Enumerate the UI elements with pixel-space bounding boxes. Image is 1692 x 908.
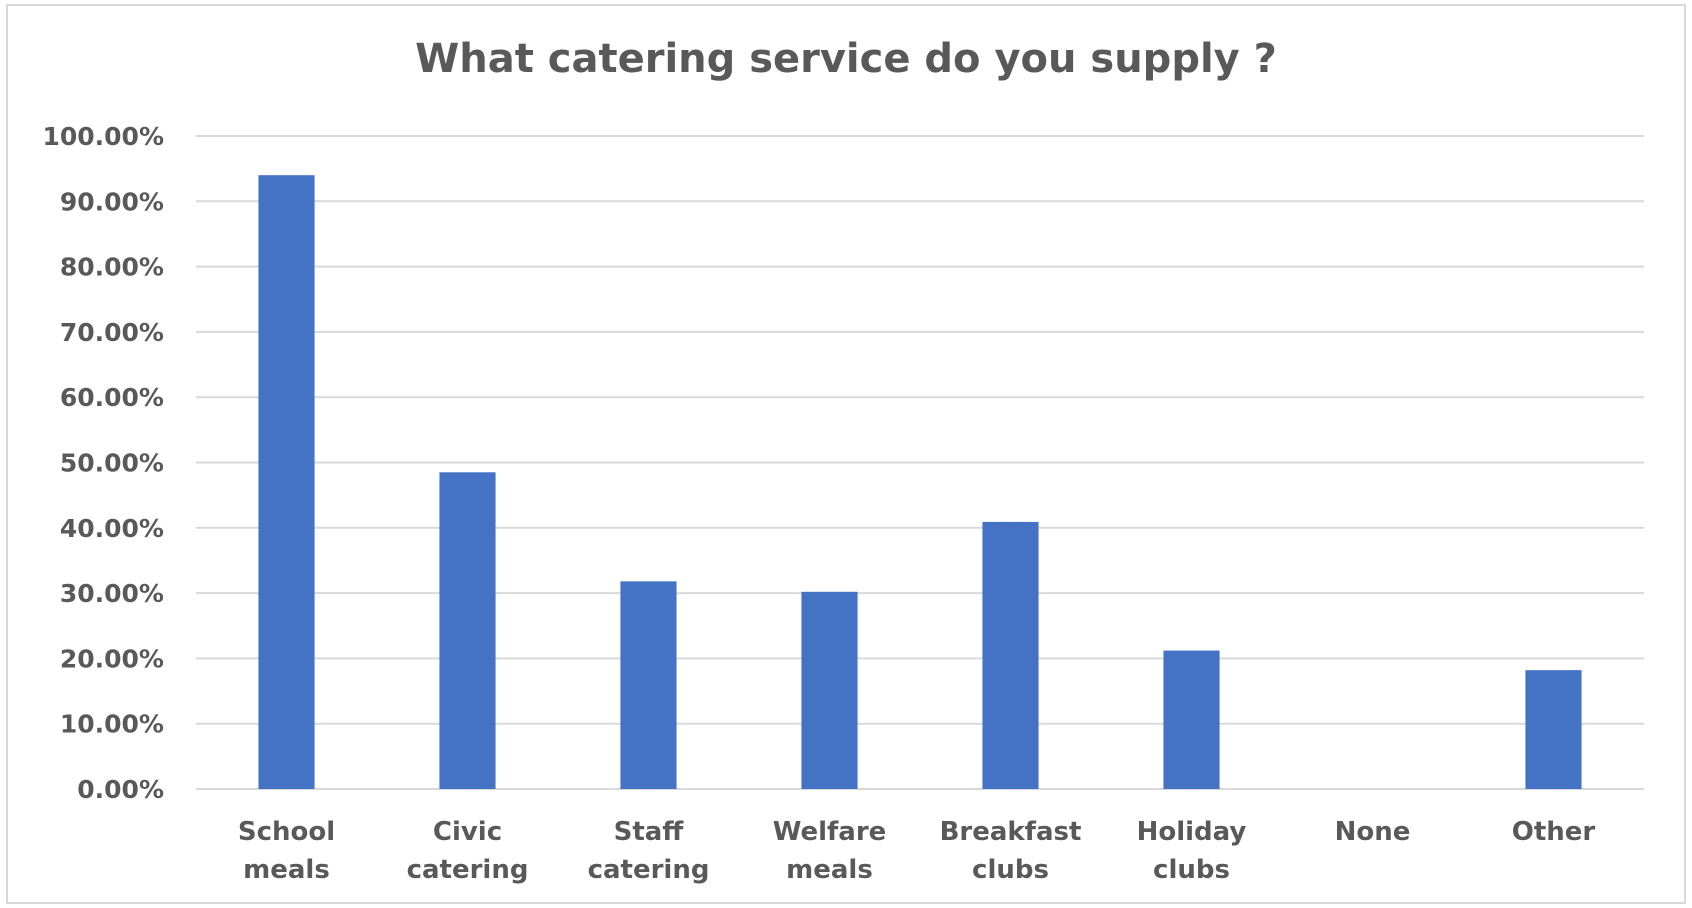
y-tick-label: 40.00% <box>60 514 164 543</box>
x-tick-label: clubs <box>1153 855 1230 885</box>
x-axis-tick-labels: School meals Civic catering Staff catering Wel… <box>238 817 1596 885</box>
bar <box>982 521 1039 789</box>
y-tick-label: 70.00% <box>60 318 164 347</box>
x-tick-label: Welfare <box>773 817 887 847</box>
bar <box>801 591 858 789</box>
bar <box>620 581 677 789</box>
x-tick-label: Other <box>1512 817 1596 847</box>
y-tick-label: 100.00% <box>42 122 164 151</box>
x-tick-label: catering <box>588 855 710 885</box>
bar <box>439 472 496 789</box>
x-tick-label: Civic <box>433 817 502 847</box>
y-axis-tick-labels: 0.00% 10.00% 20.00% 30.00% 40.00% 50.00% 60.00… <box>42 122 164 804</box>
y-tick-label: 20.00% <box>60 644 164 673</box>
chart-title: What catering service do you supply ? <box>415 36 1277 82</box>
y-tick-label: 10.00% <box>60 710 164 739</box>
x-tick-label: Breakfast <box>940 817 1082 847</box>
bar <box>1525 670 1582 789</box>
y-tick-label: 50.00% <box>60 449 164 478</box>
x-tick-label: meals <box>786 855 873 885</box>
gridlines <box>196 135 1644 790</box>
y-tick-label: 90.00% <box>60 187 164 216</box>
x-tick-label: Holiday <box>1137 817 1247 847</box>
bars <box>258 175 1582 789</box>
x-tick-label: Staff <box>614 817 685 847</box>
y-tick-label: 30.00% <box>60 579 164 608</box>
bar <box>258 175 315 789</box>
x-tick-label: meals <box>243 855 330 885</box>
x-tick-label: None <box>1335 817 1411 847</box>
y-tick-label: 80.00% <box>60 253 164 282</box>
bar <box>1163 650 1220 789</box>
y-tick-label: 0.00% <box>77 775 164 804</box>
x-tick-label: catering <box>407 855 529 885</box>
x-tick-label: clubs <box>972 855 1049 885</box>
y-tick-label: 60.00% <box>60 383 164 412</box>
x-tick-label: School <box>238 817 335 847</box>
